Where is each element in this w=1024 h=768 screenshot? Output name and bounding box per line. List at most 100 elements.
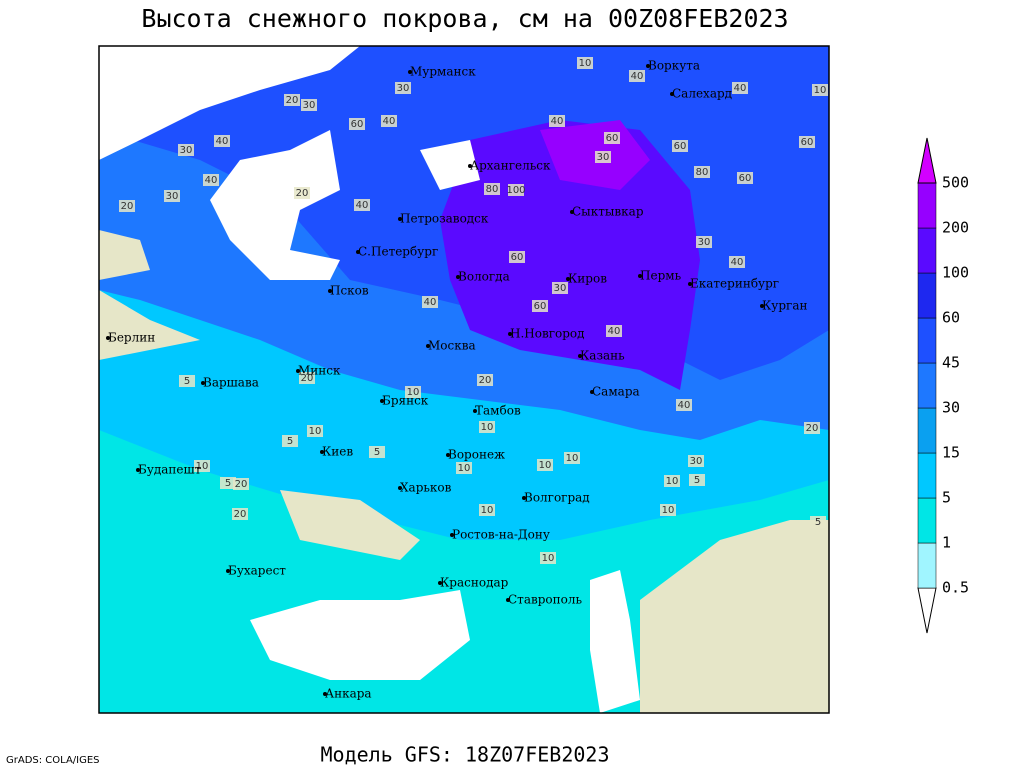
contour-label-box <box>422 296 438 308</box>
city-dot <box>438 581 442 585</box>
contour-label-box <box>688 455 704 467</box>
contour-label: 10 <box>539 460 552 471</box>
contour-label-box <box>508 184 524 196</box>
city-label: Москва <box>428 339 476 353</box>
contour-label-box <box>307 425 323 437</box>
map-frame <box>98 45 830 714</box>
city-label: Ставрополь <box>508 593 582 607</box>
contour-label-box <box>299 372 315 384</box>
city-label: Казань <box>580 349 625 363</box>
contour-label-box <box>354 199 370 211</box>
contour-label-box <box>214 135 230 147</box>
contour-label-box <box>537 459 553 471</box>
contour-label: 40 <box>356 200 369 211</box>
contour-label: 5 <box>815 517 821 528</box>
city-dot <box>323 692 327 696</box>
city-label: Архангельск <box>470 159 551 173</box>
city-dot <box>106 336 110 340</box>
city-dot <box>201 381 205 385</box>
city-label: Краснодар <box>440 576 509 590</box>
contour-label: 40 <box>608 326 621 337</box>
contour-label: 10 <box>196 461 209 472</box>
contour-label: 40 <box>205 175 218 186</box>
city-dot <box>226 569 230 573</box>
contour-label-box <box>606 325 622 337</box>
contour-label-box <box>179 375 195 387</box>
city-label: Будапешт <box>138 463 202 477</box>
city-dot <box>320 450 324 454</box>
contour-label-box <box>604 132 620 144</box>
contour-label: 20 <box>286 95 299 106</box>
city-dot <box>426 344 430 348</box>
contour-label: 10 <box>566 453 579 464</box>
contour-label-box <box>479 421 495 433</box>
contour-label-box <box>577 57 593 69</box>
contour-label-box <box>220 477 236 489</box>
contour-label-box <box>532 300 548 312</box>
city-dot <box>688 282 692 286</box>
city-dot <box>446 453 450 457</box>
city-label: Воркута <box>648 59 700 73</box>
contour-label: 100 <box>506 185 525 196</box>
contour-label-box <box>484 183 500 195</box>
contour-label-box <box>812 84 828 96</box>
city-dot <box>408 70 412 74</box>
contour-label: 40 <box>678 400 691 411</box>
contour-label-box <box>477 374 493 386</box>
contour-label-box <box>232 508 248 520</box>
contour-label: 20 <box>235 479 248 490</box>
contour-label: 10 <box>481 505 494 516</box>
contour-label: 60 <box>351 119 364 130</box>
contour-label: 60 <box>511 252 524 263</box>
region <box>440 120 700 390</box>
contour-label: 30 <box>166 191 179 202</box>
legend-label: 200 <box>942 219 969 237</box>
city-dot <box>398 217 402 221</box>
contour-label: 30 <box>597 152 610 163</box>
arctic <box>99 46 360 160</box>
land <box>280 490 420 560</box>
city-label: С.Петербург <box>358 245 438 259</box>
footer-credit: GrADS: COLA/IGES <box>6 755 100 766</box>
legend-swatch <box>917 272 937 319</box>
legend-swatch <box>917 182 937 229</box>
contour-label: 5 <box>694 475 700 486</box>
contour-label: 5 <box>225 478 231 489</box>
contour-label: 80 <box>696 167 709 178</box>
legend-swatch <box>917 407 937 454</box>
contour-label: 10 <box>814 85 827 96</box>
white-sea <box>420 140 480 190</box>
contour-label: 40 <box>734 83 747 94</box>
contour-label: 10 <box>666 476 679 487</box>
contour-label-box <box>732 82 748 94</box>
contour-label-box <box>629 70 645 82</box>
contour-label-box <box>282 435 298 447</box>
contour-label: 30 <box>690 456 703 467</box>
city-label: Н.Новгород <box>510 327 585 341</box>
city-dot <box>578 354 582 358</box>
city-label: Мурманск <box>410 65 476 79</box>
city-label: Воронеж <box>448 448 505 462</box>
contour-label-box <box>284 94 300 106</box>
city-label: Киров <box>568 272 607 286</box>
legend-label: 0.5 <box>942 579 969 597</box>
legend-arrow-low <box>917 587 937 634</box>
caspian-sea <box>590 570 640 713</box>
contour-label-box <box>672 140 688 152</box>
city-dot <box>456 275 460 279</box>
contour-label-box <box>804 422 820 434</box>
city-dot <box>670 92 674 96</box>
contour-label: 40 <box>631 71 644 82</box>
baltic-sea <box>210 130 340 280</box>
contour-label-box <box>509 251 525 263</box>
contour-label: 10 <box>309 426 322 437</box>
contour-label-box <box>664 475 680 487</box>
contour-label-box <box>799 136 815 148</box>
contour-label-box <box>737 172 753 184</box>
city-label: Киев <box>322 445 353 459</box>
contour-label: 60 <box>739 173 752 184</box>
legend-label: 60 <box>942 309 960 327</box>
legend-label: 500 <box>942 174 969 192</box>
city-label: Варшава <box>203 376 259 390</box>
contour-label: 10 <box>458 463 471 474</box>
